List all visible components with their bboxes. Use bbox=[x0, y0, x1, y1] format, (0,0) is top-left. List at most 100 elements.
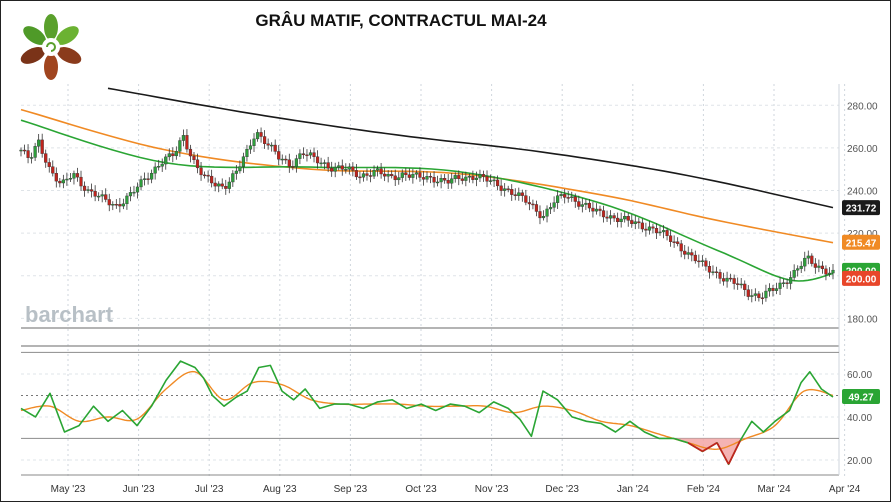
rsi-axis-label: 60.00 bbox=[847, 370, 872, 381]
ma-mid-tag-bg bbox=[842, 234, 880, 250]
candle-body bbox=[167, 153, 171, 158]
candle-body bbox=[757, 293, 761, 298]
candle-body bbox=[672, 241, 676, 243]
candle-body bbox=[467, 176, 471, 178]
candle-body bbox=[591, 207, 595, 212]
ma-long-tag: 231.72 bbox=[846, 204, 877, 215]
candle-body bbox=[669, 235, 673, 242]
candle-body bbox=[492, 179, 496, 182]
candle-body bbox=[676, 241, 680, 244]
candle-body bbox=[789, 277, 793, 284]
candle-body bbox=[707, 266, 712, 273]
x-tick-label: May '23 bbox=[51, 484, 86, 495]
candle-body bbox=[263, 136, 267, 144]
candle-body bbox=[291, 166, 295, 168]
candle-body bbox=[411, 174, 415, 178]
candle-body bbox=[323, 162, 327, 164]
candle-body bbox=[29, 157, 34, 159]
candle-body bbox=[51, 166, 55, 174]
candle-body bbox=[524, 195, 528, 203]
candle-body bbox=[54, 173, 58, 182]
candle-body bbox=[248, 145, 253, 150]
candle-body bbox=[803, 257, 807, 267]
candle-body bbox=[174, 151, 178, 157]
candle-body bbox=[806, 255, 810, 259]
candle-body bbox=[217, 183, 221, 187]
candle-body bbox=[227, 181, 231, 189]
candle-body bbox=[33, 146, 37, 158]
candle-body bbox=[654, 227, 659, 234]
candle-body bbox=[234, 170, 238, 174]
x-tick-label: Nov '23 bbox=[475, 484, 509, 495]
candle-body bbox=[220, 183, 224, 187]
candle-body bbox=[400, 172, 404, 178]
candle-body bbox=[421, 177, 426, 180]
candle-body bbox=[107, 199, 111, 206]
ma-line-short bbox=[20, 119, 834, 282]
candle-body bbox=[799, 265, 803, 269]
candle-body bbox=[700, 260, 704, 262]
candle-body bbox=[548, 207, 553, 210]
candle-body bbox=[750, 295, 754, 297]
candle-body bbox=[485, 176, 489, 182]
candle-body bbox=[284, 158, 288, 161]
candle-body bbox=[361, 173, 366, 178]
x-tick-label: Apr '24 bbox=[829, 484, 861, 495]
last-price-tag-bg bbox=[842, 270, 880, 286]
candle-body bbox=[375, 168, 380, 171]
candle-body bbox=[40, 139, 44, 154]
candle-body bbox=[640, 222, 644, 230]
candle-body bbox=[213, 182, 217, 187]
candle-body bbox=[661, 230, 666, 233]
candle-body bbox=[760, 297, 764, 299]
candle-body bbox=[690, 252, 694, 256]
candle-body bbox=[771, 287, 775, 291]
candle-body bbox=[552, 202, 556, 208]
candle-body bbox=[824, 268, 828, 275]
candle-body bbox=[132, 191, 136, 194]
candle-body bbox=[294, 158, 298, 167]
candle-body bbox=[531, 203, 535, 206]
candle-body bbox=[347, 166, 351, 170]
candle-body bbox=[665, 230, 669, 236]
candle-body bbox=[121, 203, 125, 207]
candle-body bbox=[538, 211, 542, 219]
candle-body bbox=[379, 168, 383, 175]
candle-body bbox=[658, 231, 662, 234]
ma-line-long bbox=[107, 87, 834, 209]
candle-body bbox=[446, 180, 450, 184]
candle-body bbox=[354, 170, 358, 178]
candle-body bbox=[280, 158, 284, 161]
candle-body bbox=[686, 252, 690, 255]
x-tick-label: Oct '23 bbox=[405, 484, 437, 495]
candle-body bbox=[195, 159, 200, 169]
ma-mid-tag: 215.47 bbox=[846, 238, 877, 249]
candle-body bbox=[61, 179, 65, 184]
candle-body bbox=[393, 175, 397, 181]
candle-body bbox=[831, 269, 835, 274]
rsi-oversold-segment bbox=[727, 440, 742, 465]
candle-body bbox=[813, 263, 817, 268]
candle-body bbox=[460, 178, 464, 181]
candle-body bbox=[746, 289, 750, 297]
candle-body bbox=[72, 173, 76, 179]
candle-body bbox=[517, 192, 521, 196]
candle-body bbox=[464, 176, 468, 181]
candle-body bbox=[178, 140, 182, 152]
candle-body bbox=[330, 167, 334, 172]
candle-body bbox=[128, 192, 133, 197]
candle-body bbox=[633, 221, 637, 224]
candle-body bbox=[150, 172, 154, 180]
rsi-value-tag: 49.27 bbox=[848, 392, 873, 403]
price-axis-label: 280.00 bbox=[847, 101, 878, 112]
candle-body bbox=[736, 283, 740, 285]
candle-body bbox=[563, 194, 567, 198]
candle-body bbox=[425, 176, 429, 180]
ma-long-tag-bg bbox=[842, 200, 880, 216]
candle-body bbox=[559, 194, 563, 196]
candle-body bbox=[580, 204, 584, 207]
candle-body bbox=[626, 216, 630, 221]
candle-body bbox=[697, 260, 701, 263]
candle-body bbox=[146, 178, 150, 180]
